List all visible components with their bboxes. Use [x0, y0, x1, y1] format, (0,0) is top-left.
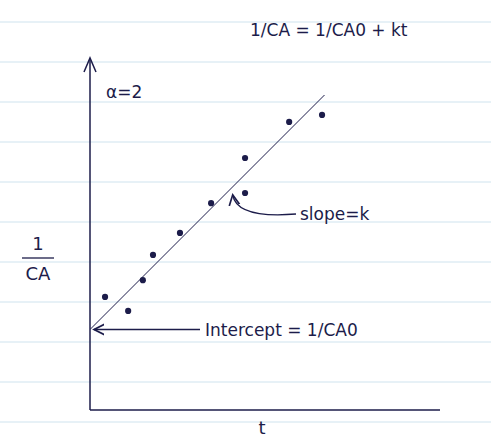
svg-text:CA: CA — [26, 263, 52, 284]
svg-text:slope=k: slope=k — [300, 204, 369, 224]
svg-text:Intercept = 1/CA0: Intercept = 1/CA0 — [205, 320, 358, 340]
svg-text:t: t — [258, 417, 265, 438]
svg-text:1/CA = 1/CA0 + kt: 1/CA = 1/CA0 + kt — [250, 20, 408, 40]
svg-text:α=2: α=2 — [106, 82, 142, 102]
svg-text:1: 1 — [32, 233, 43, 254]
